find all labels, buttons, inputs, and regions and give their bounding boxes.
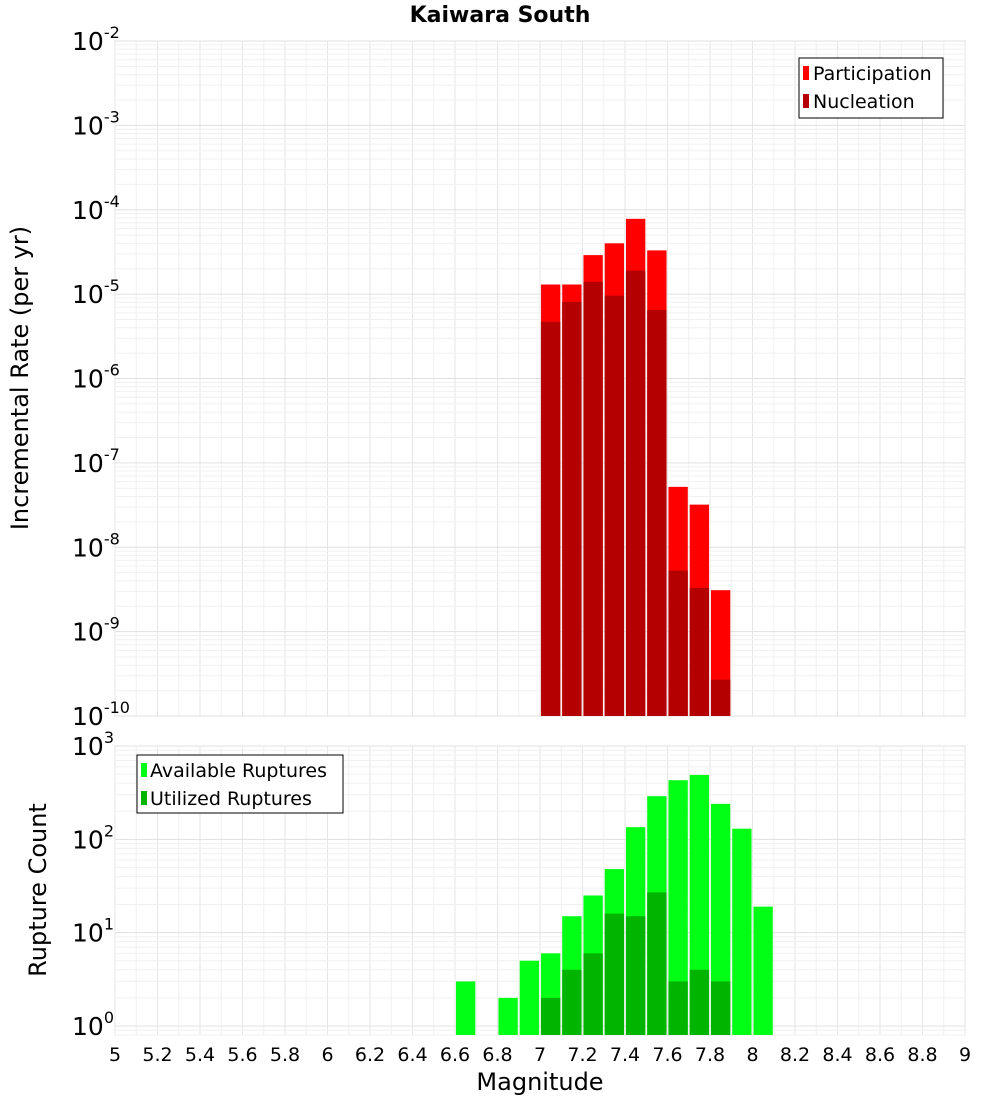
bottom-y-tick-label: 103 (72, 728, 114, 761)
bottom-y-tick-labels: 100 101 102 103 (72, 728, 114, 1041)
legend-swatch-utilized (141, 791, 147, 805)
x-tick-label: 6.4 (397, 1044, 427, 1066)
bottom-bar-utilized-ruptures (689, 969, 710, 1035)
bottom-bar-utilized-ruptures (583, 953, 603, 1035)
x-tick-label: 8.6 (865, 1044, 895, 1066)
top-bar-nucleation (604, 295, 625, 716)
legend-swatch-nucleation (803, 94, 809, 108)
x-tick-label: 6.2 (355, 1044, 385, 1066)
legend-label-participation: Participation (813, 63, 932, 85)
x-tick-labels: 5 5.2 5.4 5.6 5.8 6 6.2 6.4 6.6 6.8 7 7.2 7.4 7.6 7.8 8… (109, 1044, 971, 1066)
top-bar-nucleation (689, 587, 710, 716)
bottom-bar-utilized-ruptures (540, 997, 561, 1035)
legend-swatch-available (141, 763, 147, 777)
top-y-tick-label: 10-3 (72, 107, 120, 140)
top-y-tick-label: 10-4 (72, 192, 120, 225)
x-tick-label: 8 (746, 1044, 758, 1066)
chart-title: Kaiwara South (410, 3, 591, 28)
x-tick-label: 8.2 (780, 1044, 810, 1066)
x-tick-label: 7.2 (567, 1044, 597, 1066)
top-y-tick-label: 10-7 (72, 445, 120, 478)
legend-label-nucleation: Nucleation (813, 91, 915, 113)
x-axis-label: Magnitude (476, 1068, 603, 1096)
legend-label-available: Available Ruptures (150, 760, 327, 782)
bottom-bar-utilized-ruptures (562, 969, 582, 1035)
bottom-bar-available-ruptures (732, 828, 752, 1035)
bottom-legend: Available Ruptures Utilized Ruptures (136, 754, 344, 814)
top-y-tick-label: 10-6 (72, 361, 120, 394)
bottom-grid (114, 745, 966, 1036)
bottom-y-axis-label: Rupture Count (24, 803, 52, 977)
x-tick-label: 7.6 (652, 1044, 682, 1066)
x-tick-label: 5.6 (227, 1044, 257, 1066)
top-bar-nucleation (668, 570, 688, 716)
bottom-y-tick-label: 101 (72, 915, 114, 948)
bottom-y-tick-label: 102 (72, 821, 114, 854)
top-bar-nucleation (647, 309, 667, 716)
bottom-bars (455, 774, 773, 1035)
top-y-tick-label: 10-8 (72, 529, 120, 562)
top-panel: 10-10 10-9 10-8 10-7 10-6 10-5 10-4 10-3 10-2 In… (6, 23, 966, 731)
top-bar-nucleation (562, 301, 582, 716)
bottom-bar-available-ruptures (753, 906, 773, 1035)
top-legend-box (798, 57, 944, 119)
bottom-bar-available-ruptures (455, 981, 476, 1035)
x-tick-label: 6.8 (482, 1044, 512, 1066)
x-tick-label: 5.8 (270, 1044, 300, 1066)
top-bar-nucleation (710, 679, 731, 716)
x-tick-label: 6.6 (440, 1044, 470, 1066)
x-tick-label: 5.2 (142, 1044, 172, 1066)
top-bar-nucleation (625, 270, 646, 716)
top-y-axis-label: Incremental Rate (per yr) (6, 226, 34, 530)
top-y-tick-label: 10-2 (72, 23, 120, 56)
bottom-legend-box (136, 754, 344, 814)
x-tick-label: 6 (321, 1044, 333, 1066)
legend-label-utilized: Utilized Ruptures (150, 788, 312, 810)
bottom-bar-available-ruptures (498, 997, 518, 1035)
x-tick-label: 8.8 (907, 1044, 937, 1066)
x-tick-label: 7 (534, 1044, 546, 1066)
bottom-panel: 100 101 102 103 5 5.2 5.4 5.6 5.8 6 6.2 6.4 6.6 6.8 7… (24, 728, 971, 1096)
top-y-tick-label: 10-5 (72, 276, 120, 309)
top-grid (114, 40, 966, 717)
bottom-bar-available-ruptures (668, 780, 688, 1035)
x-tick-label: 8.4 (822, 1044, 852, 1066)
bottom-bar-utilized-ruptures (710, 981, 731, 1035)
x-tick-label: 5 (109, 1044, 121, 1066)
x-tick-label: 7.4 (610, 1044, 640, 1066)
x-tick-label: 9 (959, 1044, 971, 1066)
bottom-bar-utilized-ruptures (604, 913, 625, 1035)
bottom-bar-utilized-ruptures (647, 892, 667, 1035)
top-y-tick-label: 10-10 (72, 698, 130, 731)
top-legend: Participation Nucleation (798, 57, 944, 119)
bottom-bar-utilized-ruptures (668, 981, 688, 1035)
bottom-bar-available-ruptures (519, 960, 540, 1035)
bottom-bar-utilized-ruptures (625, 916, 646, 1035)
bottom-bar-available-ruptures (710, 803, 731, 1035)
top-bar-nucleation (583, 281, 603, 716)
x-tick-label: 7.8 (695, 1044, 725, 1066)
top-bars (540, 218, 731, 717)
x-tick-label: 5.4 (185, 1044, 215, 1066)
top-y-tick-label: 10-9 (72, 614, 120, 647)
bottom-y-tick-label: 100 (72, 1008, 114, 1041)
top-bar-nucleation (540, 321, 561, 716)
top-y-tick-labels: 10-10 10-9 10-8 10-7 10-6 10-5 10-4 10-3 10-2 (72, 23, 130, 731)
legend-swatch-participation (803, 66, 809, 80)
